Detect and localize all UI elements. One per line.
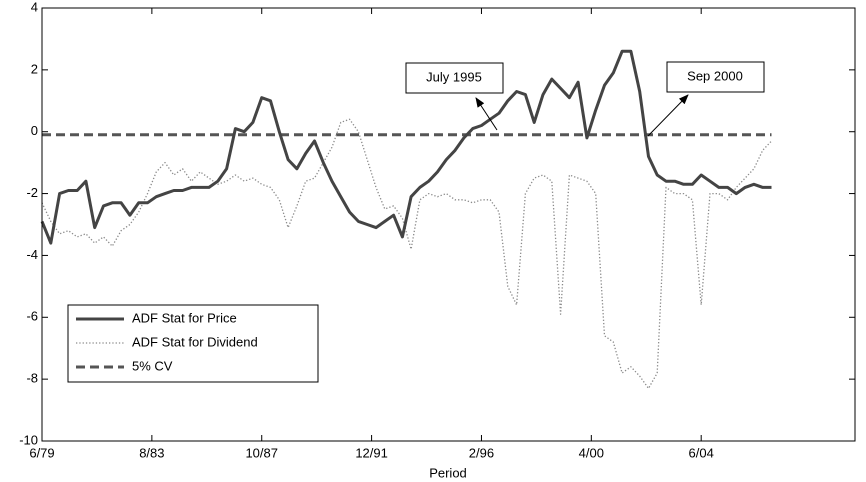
y-tick-label: 2 [31,61,38,76]
y-tick-label: -2 [26,185,38,200]
plot-area [40,49,772,390]
annotation-arrow [475,97,498,131]
x-tick-label: 12/91 [355,445,388,460]
y-tick-label: -6 [26,309,38,324]
axes-frame [41,7,856,442]
annotation-box [405,62,504,94]
x-tick-label: 4/00 [579,445,604,460]
annotation: July 1995 [426,69,482,84]
x-tick-label: 6/04 [689,445,714,460]
annotation: Sep 2000 [687,68,743,83]
x-tick-label: 10/87 [245,445,278,460]
annotation-box [666,61,765,93]
y-tick-label: 4 [31,0,38,14]
series-line [40,49,772,245]
x-tick-label: 6/79 [29,445,54,460]
y-tick-label: -8 [26,371,38,386]
x-tick-label: 2/96 [469,445,494,460]
y-tick-label: 0 [31,123,38,138]
annotation-arrow [647,94,689,137]
x-tick-label: 8/83 [139,445,164,460]
legend: ADF Stat for Price ADF Stat for Dividend 5… [67,304,319,383]
legend-label: 5% CV [132,358,173,373]
y-tick-label: -10 [19,432,38,447]
legend-label: ADF Stat for Price [132,310,237,325]
x-axis-label: Period [429,465,467,480]
y-tick-label: -4 [26,247,38,262]
legend-label: ADF Stat for Dividend [132,334,258,349]
